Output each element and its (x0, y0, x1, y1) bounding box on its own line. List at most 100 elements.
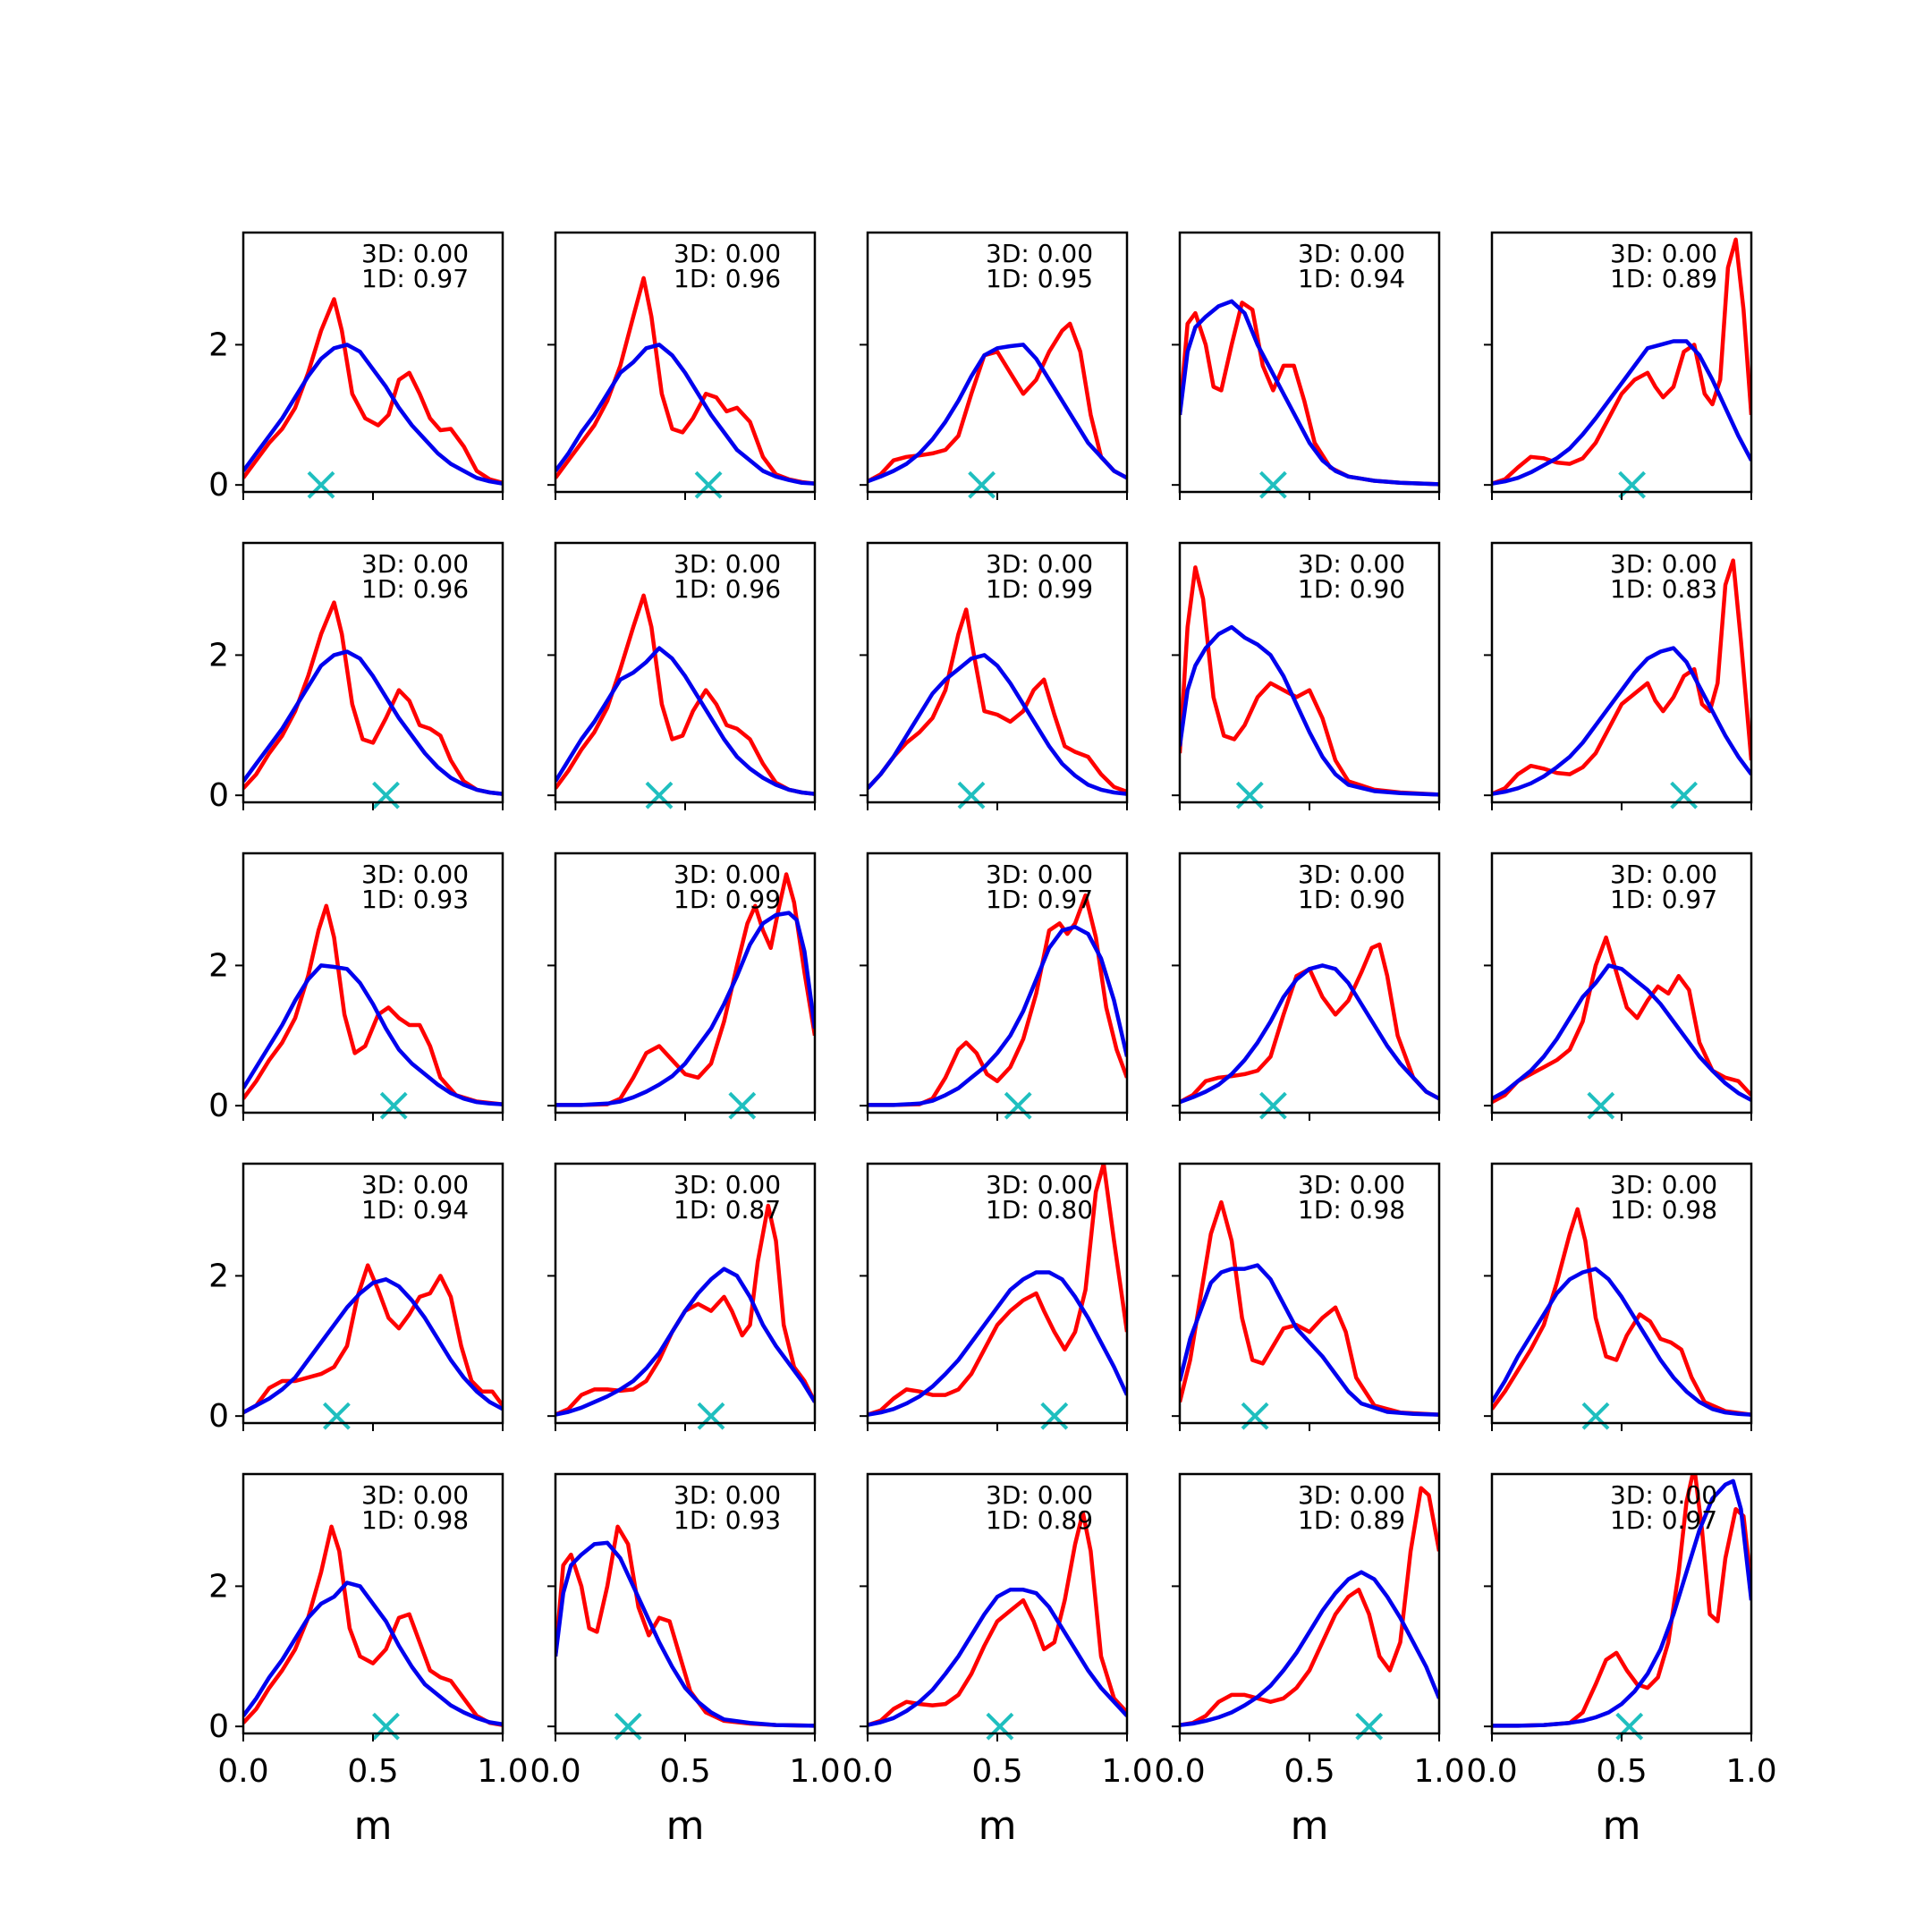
curve-1d (868, 653, 1127, 796)
annotation-1d: 1D: 0.89 (1298, 1505, 1405, 1535)
annotation-1d: 1D: 0.93 (361, 885, 469, 914)
annotation-1d: 1D: 0.80 (986, 1195, 1093, 1224)
annotation-1d: 1D: 0.93 (674, 1505, 781, 1535)
annotation-3d: 3D: 0.00 (1298, 860, 1405, 889)
curve-1d (868, 343, 1127, 484)
curve-1d (1180, 1570, 1439, 1727)
x-marker-stroke (1258, 1091, 1287, 1120)
x-tick-label: 0.5 (971, 1753, 1022, 1790)
x-marker (1618, 470, 1647, 499)
annotation-1d: 1D: 0.96 (674, 264, 781, 293)
x-marker-stroke (372, 781, 400, 809)
x-axis-label: m (1603, 1803, 1641, 1849)
annotation-3d: 3D: 0.00 (674, 239, 781, 268)
curve-1d (243, 963, 503, 1106)
annotation-3d: 3D: 0.00 (1610, 1170, 1717, 1199)
x-marker (614, 1712, 642, 1741)
x-marker-stroke (307, 470, 335, 499)
x-tick-label: 1.0 (1413, 1753, 1464, 1790)
annotation-3d: 3D: 0.00 (1610, 1480, 1717, 1510)
annotation-3d: 3D: 0.00 (361, 549, 469, 579)
curve-3d (555, 1203, 815, 1417)
annotation-1d: 1D: 0.89 (1610, 264, 1717, 293)
annotation-1d: 1D: 0.97 (361, 264, 469, 293)
curve-3d (243, 903, 503, 1106)
annotation-1d: 1D: 0.89 (986, 1505, 1093, 1535)
x-marker (1587, 1091, 1615, 1120)
curve-1d (1180, 299, 1439, 487)
annotation-3d: 3D: 0.00 (986, 1170, 1093, 1199)
x-marker (1355, 1712, 1384, 1741)
annotation-3d: 3D: 0.00 (1298, 239, 1405, 268)
x-tick-label: 0.0 (530, 1753, 580, 1790)
annotation-1d: 1D: 0.96 (674, 574, 781, 604)
curve-1d (243, 649, 503, 796)
x-marker-stroke (968, 470, 996, 499)
x-marker (1241, 1402, 1269, 1430)
annotation-3d: 3D: 0.00 (986, 860, 1093, 889)
annotation-3d: 3D: 0.00 (1610, 239, 1717, 268)
curve-3d (868, 1164, 1127, 1417)
curve-1d (868, 1588, 1127, 1727)
x-tick-label: 0.0 (1154, 1753, 1205, 1790)
curve-1d (1492, 646, 1751, 796)
annotation-3d: 3D: 0.00 (361, 1170, 469, 1199)
annotation-3d: 3D: 0.00 (1298, 549, 1405, 579)
x-tick-label: 0.5 (1284, 1753, 1335, 1790)
x-marker (697, 1402, 725, 1430)
x-marker (1581, 1402, 1610, 1430)
y-tick-label: 2 (208, 1258, 229, 1294)
curve-1d (868, 925, 1127, 1107)
x-marker-stroke (1587, 1091, 1615, 1120)
x-marker (307, 470, 335, 499)
curve-1d (1180, 624, 1439, 797)
x-marker (1670, 781, 1699, 809)
annotation-3d: 3D: 0.00 (361, 239, 469, 268)
annotation-1d: 1D: 0.94 (361, 1195, 469, 1224)
y-tick-label: 0 (208, 1398, 229, 1435)
annotation-3d: 3D: 0.00 (361, 1480, 469, 1510)
x-marker-stroke (322, 1402, 351, 1430)
x-marker-stroke (379, 1091, 408, 1120)
curve-1d (555, 343, 815, 486)
curve-3d (1492, 237, 1751, 486)
curve-1d (1180, 1263, 1439, 1417)
x-tick-label: 1.0 (1101, 1753, 1152, 1790)
annotation-3d: 3D: 0.00 (674, 860, 781, 889)
x-tick-label: 0.0 (1466, 1753, 1517, 1790)
x-marker-stroke (728, 1091, 757, 1120)
x-axis-label: m (979, 1803, 1017, 1849)
x-marker-stroke (697, 1402, 725, 1430)
x-marker (1258, 470, 1287, 499)
annotation-3d: 3D: 0.00 (1610, 860, 1717, 889)
y-tick-label: 0 (208, 777, 229, 814)
curve-1d (243, 1277, 503, 1415)
curve-1d (555, 1267, 815, 1417)
curve-1d (555, 646, 815, 796)
x-marker (372, 1712, 400, 1741)
curve-3d (1492, 1474, 1751, 1728)
curve-3d (1180, 565, 1439, 797)
x-marker-stroke (1004, 1091, 1032, 1120)
x-marker (1004, 1091, 1032, 1120)
annotation-1d: 1D: 0.98 (1298, 1195, 1405, 1224)
x-marker-stroke (1355, 1712, 1384, 1741)
curve-1d (1180, 963, 1439, 1105)
annotation-1d: 1D: 0.83 (1610, 574, 1717, 604)
x-marker (1040, 1402, 1069, 1430)
x-marker (694, 470, 723, 499)
x-marker (379, 1091, 408, 1120)
